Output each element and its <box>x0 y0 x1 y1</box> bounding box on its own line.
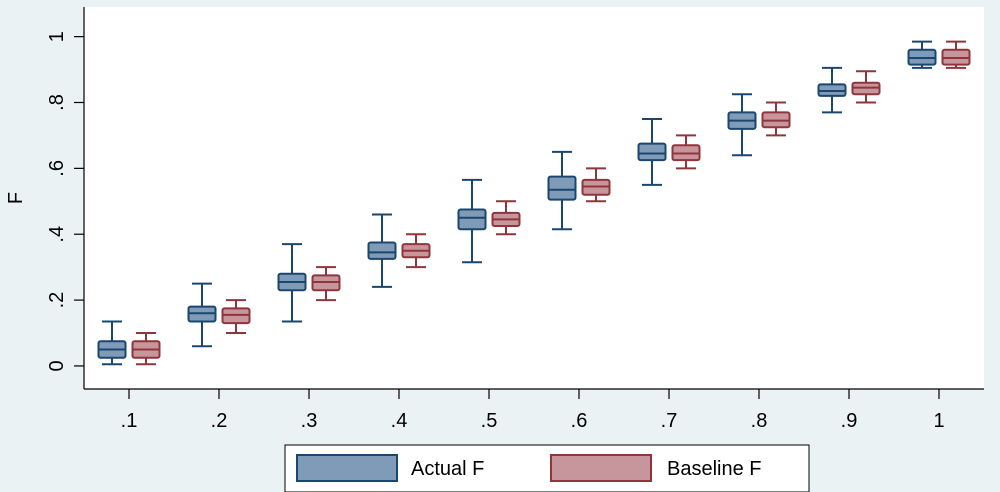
legend: Actual F Baseline F <box>284 444 810 492</box>
actual-box <box>817 66 847 114</box>
baseline-box <box>761 101 791 137</box>
y-tick-label: 1 <box>46 31 68 42</box>
legend-swatch-actual <box>296 454 398 482</box>
x-ticks: .1 .2 .3 .4 .5 .6 .7 .8 .9 1 <box>121 389 945 432</box>
x-tick-label: .5 <box>481 410 498 432</box>
plot-area <box>84 7 984 389</box>
x-tick-label: .8 <box>751 410 768 432</box>
baseline-box <box>131 332 161 366</box>
actual-box <box>457 178 487 264</box>
x-tick-label: .4 <box>391 410 408 432</box>
y-tick-label: 0 <box>46 360 68 371</box>
iqr-box <box>367 241 397 260</box>
actual-box <box>187 282 217 348</box>
y-tick-label: .8 <box>46 94 68 111</box>
x-tick-label: .2 <box>211 410 228 432</box>
baseline-box <box>491 200 521 236</box>
legend-label-actual: Actual F <box>411 458 484 480</box>
baseline-box <box>671 134 701 170</box>
actual-box <box>547 150 577 231</box>
legend-label-baseline: Baseline F <box>667 458 762 480</box>
baseline-box <box>851 70 881 104</box>
x-tick-label: 1 <box>933 410 944 432</box>
actual-box <box>637 117 667 186</box>
y-tick-label: .4 <box>46 226 68 243</box>
box-group <box>97 40 971 366</box>
y-tick-label: .6 <box>46 160 68 177</box>
baseline-box <box>581 167 611 203</box>
actual-box <box>727 93 757 157</box>
y-ticks: 0 .2 .4 .6 .8 1 <box>46 31 84 372</box>
x-tick-label: .1 <box>121 410 138 432</box>
iqr-box <box>457 208 487 231</box>
y-axis-title: F <box>5 192 27 204</box>
actual-box <box>97 320 127 366</box>
y-tick-label: .2 <box>46 292 68 309</box>
x-tick-label: .7 <box>661 410 678 432</box>
actual-box <box>367 213 397 288</box>
x-tick-label: .6 <box>571 410 588 432</box>
legend-swatch-baseline <box>550 454 652 482</box>
baseline-box <box>401 233 431 269</box>
iqr-box <box>637 142 667 162</box>
baseline-box <box>941 40 971 69</box>
x-tick-label: .9 <box>841 410 858 432</box>
iqr-box <box>547 175 577 201</box>
x-tick-label: .3 <box>301 410 318 432</box>
baseline-box <box>311 266 341 302</box>
actual-box <box>907 40 937 69</box>
baseline-box <box>221 299 251 335</box>
actual-box <box>277 243 307 323</box>
